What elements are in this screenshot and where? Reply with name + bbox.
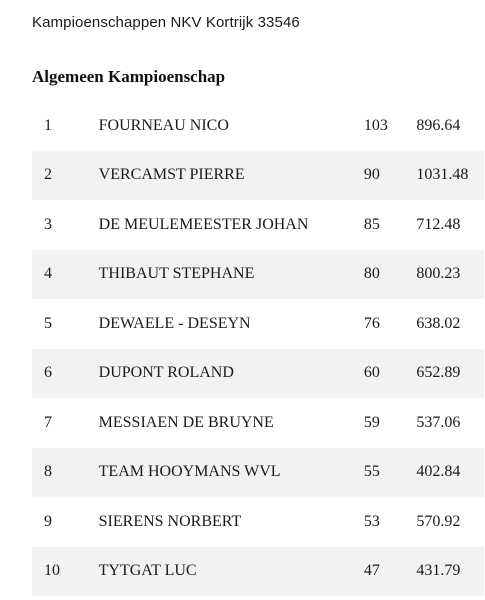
score-cell: 1031.48 <box>416 150 484 200</box>
name-cell: SIERENS NORBERT <box>98 512 242 530</box>
table-row: 1 FOURNEAU NICO 103 896.64 <box>32 101 484 151</box>
rank-cell: 9 <box>44 512 52 530</box>
table-row: 3 DE MEULEMEESTER JOHAN 85 712.48 <box>32 200 484 250</box>
name-cell: MESSIAEN DE BRUYNE <box>98 413 274 431</box>
table-row: 2 VERCAMST PIERRE 90 1031.48 <box>32 150 484 200</box>
rank-cell: 4 <box>32 249 99 299</box>
rank-cell: 1 <box>44 116 52 134</box>
rank-cell: 6 <box>32 348 99 398</box>
score-cell: 712.48 <box>416 215 461 233</box>
name-cell: DEWAELE - DESEYN <box>98 314 251 332</box>
ranking-table: 1 FOURNEAU NICO 103 896.64 2 VERCAMST PIERRE 9… <box>32 101 484 596</box>
name-cell: DUPONT ROLAND <box>98 348 364 398</box>
ranking-table-body: 1 FOURNEAU NICO 103 896.64 2 VERCAMST PIERRE 9… <box>32 101 484 596</box>
name-cell: DE MEULEMEESTER JOHAN <box>98 215 309 233</box>
table-row: 5 DEWAELE - DESEYN 76 638.02 <box>32 299 484 349</box>
page-header: Kampioenschappen NKV Kortrijk 33546 <box>32 14 300 31</box>
rank-cell: 7 <box>44 413 52 431</box>
points-cell: 53 <box>363 512 380 530</box>
name-cell: THIBAUT STEPHANE <box>98 249 364 299</box>
points-cell: 60 <box>363 348 417 398</box>
rank-cell: 5 <box>44 314 52 332</box>
score-cell: 570.92 <box>416 512 461 530</box>
points-cell: 47 <box>363 546 417 596</box>
points-cell: 103 <box>363 116 388 134</box>
score-cell: 537.06 <box>416 413 461 431</box>
points-cell: 76 <box>363 314 380 332</box>
points-cell: 80 <box>363 249 417 299</box>
score-cell: 431.79 <box>416 546 484 596</box>
name-cell: VERCAMST PIERRE <box>98 150 364 200</box>
table-row: 10 TYTGAT LUC 47 431.79 <box>32 546 484 596</box>
rank-cell: 10 <box>32 546 99 596</box>
name-cell: FOURNEAU NICO <box>98 116 229 134</box>
score-cell: 652.89 <box>416 348 484 398</box>
points-cell: 55 <box>363 447 417 497</box>
table-row: 7 MESSIAEN DE BRUYNE 59 537.06 <box>32 398 484 448</box>
table-row: 8 TEAM HOOYMANS WVL 55 402.84 <box>32 447 484 497</box>
section-title: Algemeen Kampioenschap <box>32 67 226 86</box>
points-cell: 90 <box>363 150 417 200</box>
points-cell: 59 <box>363 413 380 431</box>
table-row: 9 SIERENS NORBERT 53 570.92 <box>32 497 484 547</box>
rank-cell: 8 <box>32 447 99 497</box>
table-row: 6 DUPONT ROLAND 60 652.89 <box>32 348 484 398</box>
points-cell: 85 <box>363 215 380 233</box>
table-row: 4 THIBAUT STEPHANE 80 800.23 <box>32 249 484 299</box>
score-cell: 800.23 <box>416 249 484 299</box>
score-cell: 896.64 <box>416 116 461 134</box>
score-cell: 402.84 <box>416 447 484 497</box>
rank-cell: 3 <box>44 215 52 233</box>
name-cell: TYTGAT LUC <box>98 546 364 596</box>
name-cell: TEAM HOOYMANS WVL <box>98 447 364 497</box>
rank-cell: 2 <box>32 150 99 200</box>
score-cell: 638.02 <box>416 314 461 332</box>
